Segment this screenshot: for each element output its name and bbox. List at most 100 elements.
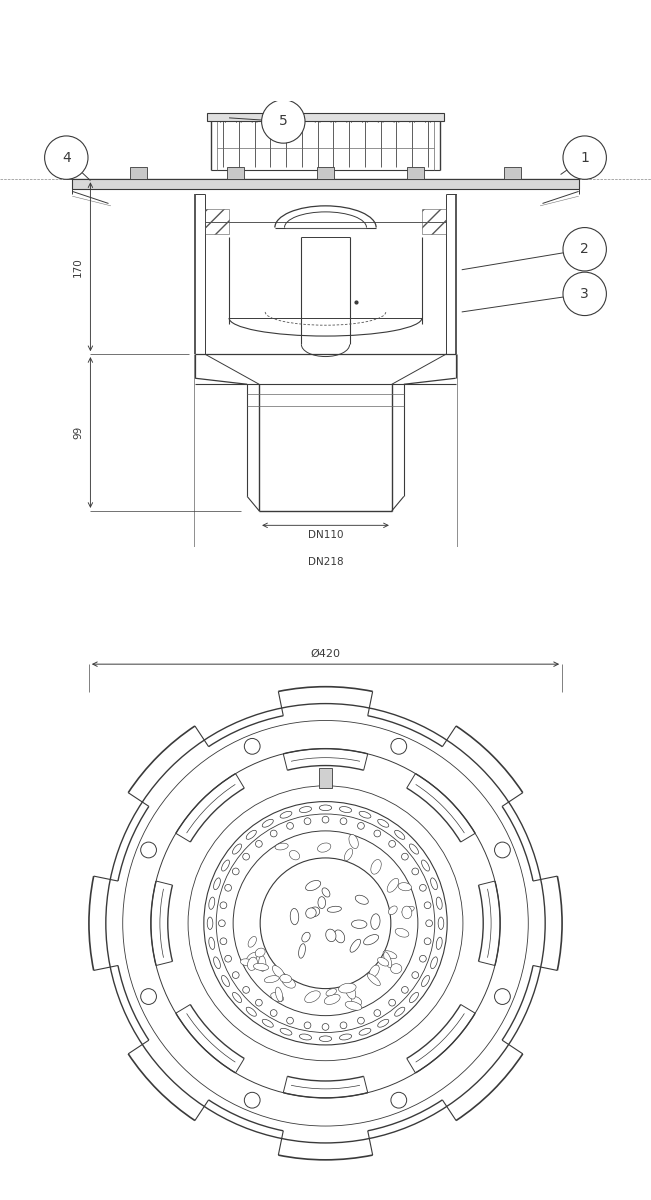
Ellipse shape [209, 898, 215, 910]
Ellipse shape [383, 952, 392, 968]
Circle shape [243, 986, 249, 994]
Ellipse shape [422, 976, 430, 986]
Bar [205, 210, 229, 234]
Circle shape [563, 136, 606, 179]
Ellipse shape [352, 996, 362, 1006]
Ellipse shape [438, 917, 444, 930]
Ellipse shape [350, 940, 361, 953]
Bar [422, 210, 446, 234]
Ellipse shape [436, 898, 442, 910]
Bar [504, 167, 521, 179]
Text: 4: 4 [62, 151, 71, 164]
Text: DN218: DN218 [308, 557, 343, 566]
Ellipse shape [370, 913, 380, 930]
Circle shape [225, 955, 232, 962]
Bar [130, 167, 147, 179]
Circle shape [340, 818, 347, 824]
Circle shape [391, 738, 407, 755]
Ellipse shape [290, 851, 299, 860]
Circle shape [322, 816, 329, 823]
Ellipse shape [275, 844, 288, 850]
Ellipse shape [280, 811, 292, 818]
Ellipse shape [214, 878, 221, 889]
Ellipse shape [402, 906, 412, 919]
Ellipse shape [327, 906, 342, 912]
Ellipse shape [322, 888, 330, 898]
Ellipse shape [324, 995, 340, 1004]
Circle shape [389, 1000, 396, 1006]
Circle shape [357, 822, 365, 829]
Ellipse shape [349, 834, 358, 848]
Circle shape [286, 822, 294, 829]
Circle shape [419, 884, 426, 892]
Circle shape [391, 1092, 407, 1108]
Ellipse shape [389, 906, 397, 914]
Ellipse shape [306, 908, 316, 918]
Ellipse shape [344, 848, 353, 860]
Circle shape [402, 853, 408, 860]
Circle shape [255, 1000, 262, 1006]
Ellipse shape [247, 953, 257, 962]
Ellipse shape [272, 966, 284, 979]
Ellipse shape [352, 920, 367, 929]
Ellipse shape [378, 820, 389, 827]
Ellipse shape [395, 830, 405, 839]
Ellipse shape [387, 878, 398, 893]
Ellipse shape [221, 976, 229, 986]
Ellipse shape [436, 937, 442, 949]
Ellipse shape [305, 881, 321, 890]
Ellipse shape [271, 992, 284, 1002]
Ellipse shape [395, 929, 409, 937]
Circle shape [424, 938, 431, 944]
Circle shape [244, 738, 260, 755]
Ellipse shape [359, 1028, 371, 1036]
Ellipse shape [369, 965, 380, 978]
Ellipse shape [299, 806, 312, 812]
Ellipse shape [255, 948, 265, 956]
Ellipse shape [359, 811, 371, 818]
Circle shape [340, 1022, 347, 1028]
Circle shape [141, 842, 156, 858]
Circle shape [389, 840, 396, 847]
Ellipse shape [302, 932, 310, 942]
Circle shape [304, 818, 311, 824]
Ellipse shape [367, 973, 380, 985]
Bar [208, 113, 443, 121]
Circle shape [244, 1092, 260, 1108]
Circle shape [286, 1018, 294, 1024]
Circle shape [220, 938, 227, 944]
Bar [72, 179, 579, 188]
Bar [317, 167, 334, 179]
Ellipse shape [258, 955, 266, 971]
Ellipse shape [299, 1034, 312, 1040]
Ellipse shape [299, 943, 305, 958]
Ellipse shape [371, 859, 381, 874]
Ellipse shape [395, 1007, 405, 1016]
Ellipse shape [221, 860, 229, 871]
Ellipse shape [246, 1007, 256, 1016]
Ellipse shape [290, 908, 299, 925]
Text: Ø420: Ø420 [311, 648, 340, 659]
Ellipse shape [319, 805, 332, 811]
Circle shape [412, 972, 419, 978]
Ellipse shape [383, 950, 397, 959]
Ellipse shape [246, 830, 256, 839]
Circle shape [412, 868, 419, 875]
Ellipse shape [253, 964, 269, 971]
Circle shape [304, 1022, 311, 1028]
Circle shape [563, 272, 606, 316]
Ellipse shape [247, 958, 258, 971]
Ellipse shape [339, 806, 352, 812]
Circle shape [225, 884, 232, 892]
Circle shape [270, 830, 277, 836]
Ellipse shape [430, 956, 437, 968]
Circle shape [232, 972, 239, 978]
Ellipse shape [319, 1036, 332, 1042]
Circle shape [419, 955, 426, 962]
Ellipse shape [391, 964, 402, 973]
Circle shape [495, 842, 510, 858]
Ellipse shape [378, 1019, 389, 1027]
Text: 5: 5 [279, 114, 288, 128]
Ellipse shape [339, 983, 356, 994]
Ellipse shape [378, 958, 389, 966]
